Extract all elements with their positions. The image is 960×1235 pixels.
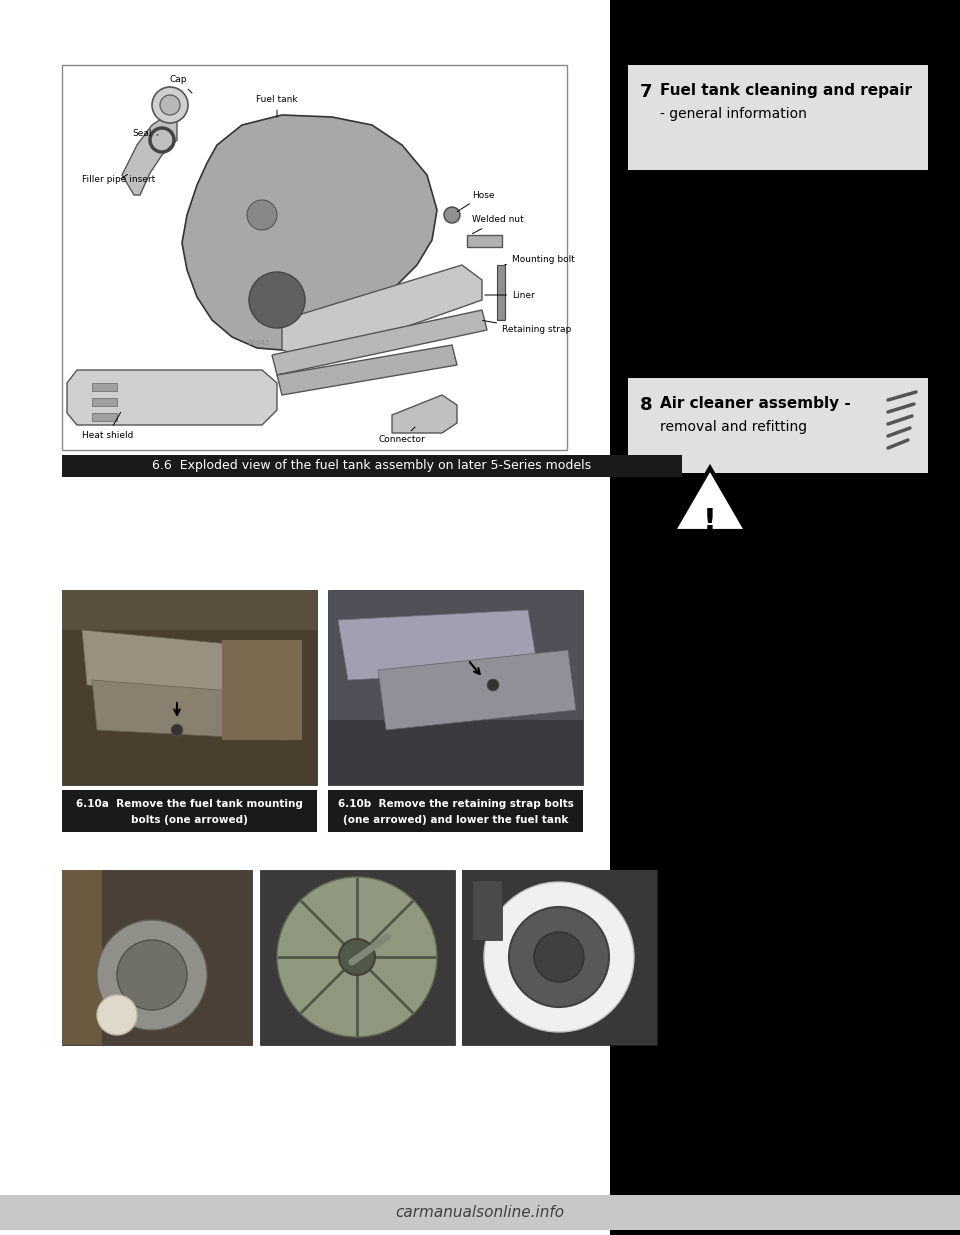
Polygon shape [378, 650, 576, 730]
FancyBboxPatch shape [62, 590, 317, 785]
Text: Filler pipe insert: Filler pipe insert [82, 174, 156, 184]
Text: Fuel tank cleaning and repair: Fuel tank cleaning and repair [660, 83, 912, 98]
Text: Air cleaner assembly -: Air cleaner assembly - [660, 396, 851, 411]
FancyBboxPatch shape [260, 869, 455, 1045]
FancyBboxPatch shape [0, 0, 610, 1235]
Text: 36641: 36641 [247, 340, 270, 346]
Text: 6.6  Exploded view of the fuel tank assembly on later 5-Series models: 6.6 Exploded view of the fuel tank assem… [153, 459, 591, 473]
FancyBboxPatch shape [62, 790, 317, 832]
Text: Seal: Seal [132, 128, 158, 137]
Polygon shape [282, 266, 482, 359]
Polygon shape [182, 115, 437, 350]
FancyBboxPatch shape [610, 0, 960, 1235]
Text: 6.10b  Remove the retaining strap bolts: 6.10b Remove the retaining strap bolts [338, 799, 573, 809]
Circle shape [277, 877, 437, 1037]
Bar [467, 235, 502, 247]
Bar [62, 590, 317, 630]
FancyBboxPatch shape [62, 869, 252, 1045]
Circle shape [339, 939, 375, 974]
Text: Welded nut: Welded nut [472, 215, 524, 233]
Polygon shape [92, 680, 287, 740]
Polygon shape [277, 345, 457, 395]
Text: 7: 7 [640, 83, 653, 101]
Circle shape [97, 920, 207, 1030]
Circle shape [484, 882, 634, 1032]
Circle shape [487, 679, 499, 692]
Text: (one arrowed) and lower the fuel tank: (one arrowed) and lower the fuel tank [343, 815, 568, 825]
Text: bolts (one arrowed): bolts (one arrowed) [132, 815, 248, 825]
Circle shape [97, 995, 137, 1035]
Bar [472, 881, 502, 940]
Bar [328, 720, 583, 785]
Circle shape [249, 272, 305, 329]
FancyBboxPatch shape [462, 869, 657, 1045]
FancyBboxPatch shape [628, 378, 928, 473]
Polygon shape [338, 610, 538, 680]
Text: carmanualsonline.info: carmanualsonline.info [396, 1205, 564, 1220]
FancyBboxPatch shape [62, 454, 682, 477]
Text: removal and refitting: removal and refitting [660, 420, 807, 433]
Polygon shape [674, 468, 747, 531]
Circle shape [247, 200, 277, 230]
Circle shape [534, 932, 584, 982]
Circle shape [152, 86, 188, 124]
FancyBboxPatch shape [92, 383, 117, 391]
Polygon shape [122, 115, 177, 195]
FancyBboxPatch shape [328, 590, 583, 785]
Text: Mounting bolt: Mounting bolt [505, 256, 575, 264]
Bar [62, 869, 102, 1045]
Text: Liner: Liner [485, 290, 535, 300]
FancyBboxPatch shape [92, 412, 117, 421]
Text: 6.10a  Remove the fuel tank mounting: 6.10a Remove the fuel tank mounting [76, 799, 303, 809]
Bar [222, 640, 302, 740]
Text: Cap: Cap [170, 75, 192, 93]
FancyBboxPatch shape [628, 65, 928, 170]
FancyBboxPatch shape [328, 790, 583, 832]
Bar [497, 266, 505, 320]
Circle shape [444, 207, 460, 224]
Text: - general information: - general information [660, 107, 806, 121]
FancyBboxPatch shape [62, 65, 567, 450]
FancyBboxPatch shape [92, 398, 117, 406]
Text: Heat shield: Heat shield [82, 412, 133, 440]
Polygon shape [82, 630, 297, 700]
Text: Fuel tank: Fuel tank [256, 95, 298, 117]
Circle shape [117, 940, 187, 1010]
Circle shape [509, 906, 609, 1007]
FancyBboxPatch shape [0, 1195, 960, 1230]
Polygon shape [392, 395, 457, 433]
Polygon shape [272, 310, 487, 375]
Text: Connector: Connector [378, 427, 425, 445]
Text: !: ! [703, 508, 717, 536]
Text: Hose: Hose [457, 190, 494, 211]
Circle shape [171, 724, 183, 736]
Text: 8: 8 [640, 396, 653, 414]
Text: Retaining strap: Retaining strap [483, 321, 571, 335]
Circle shape [160, 95, 180, 115]
Polygon shape [67, 370, 277, 425]
